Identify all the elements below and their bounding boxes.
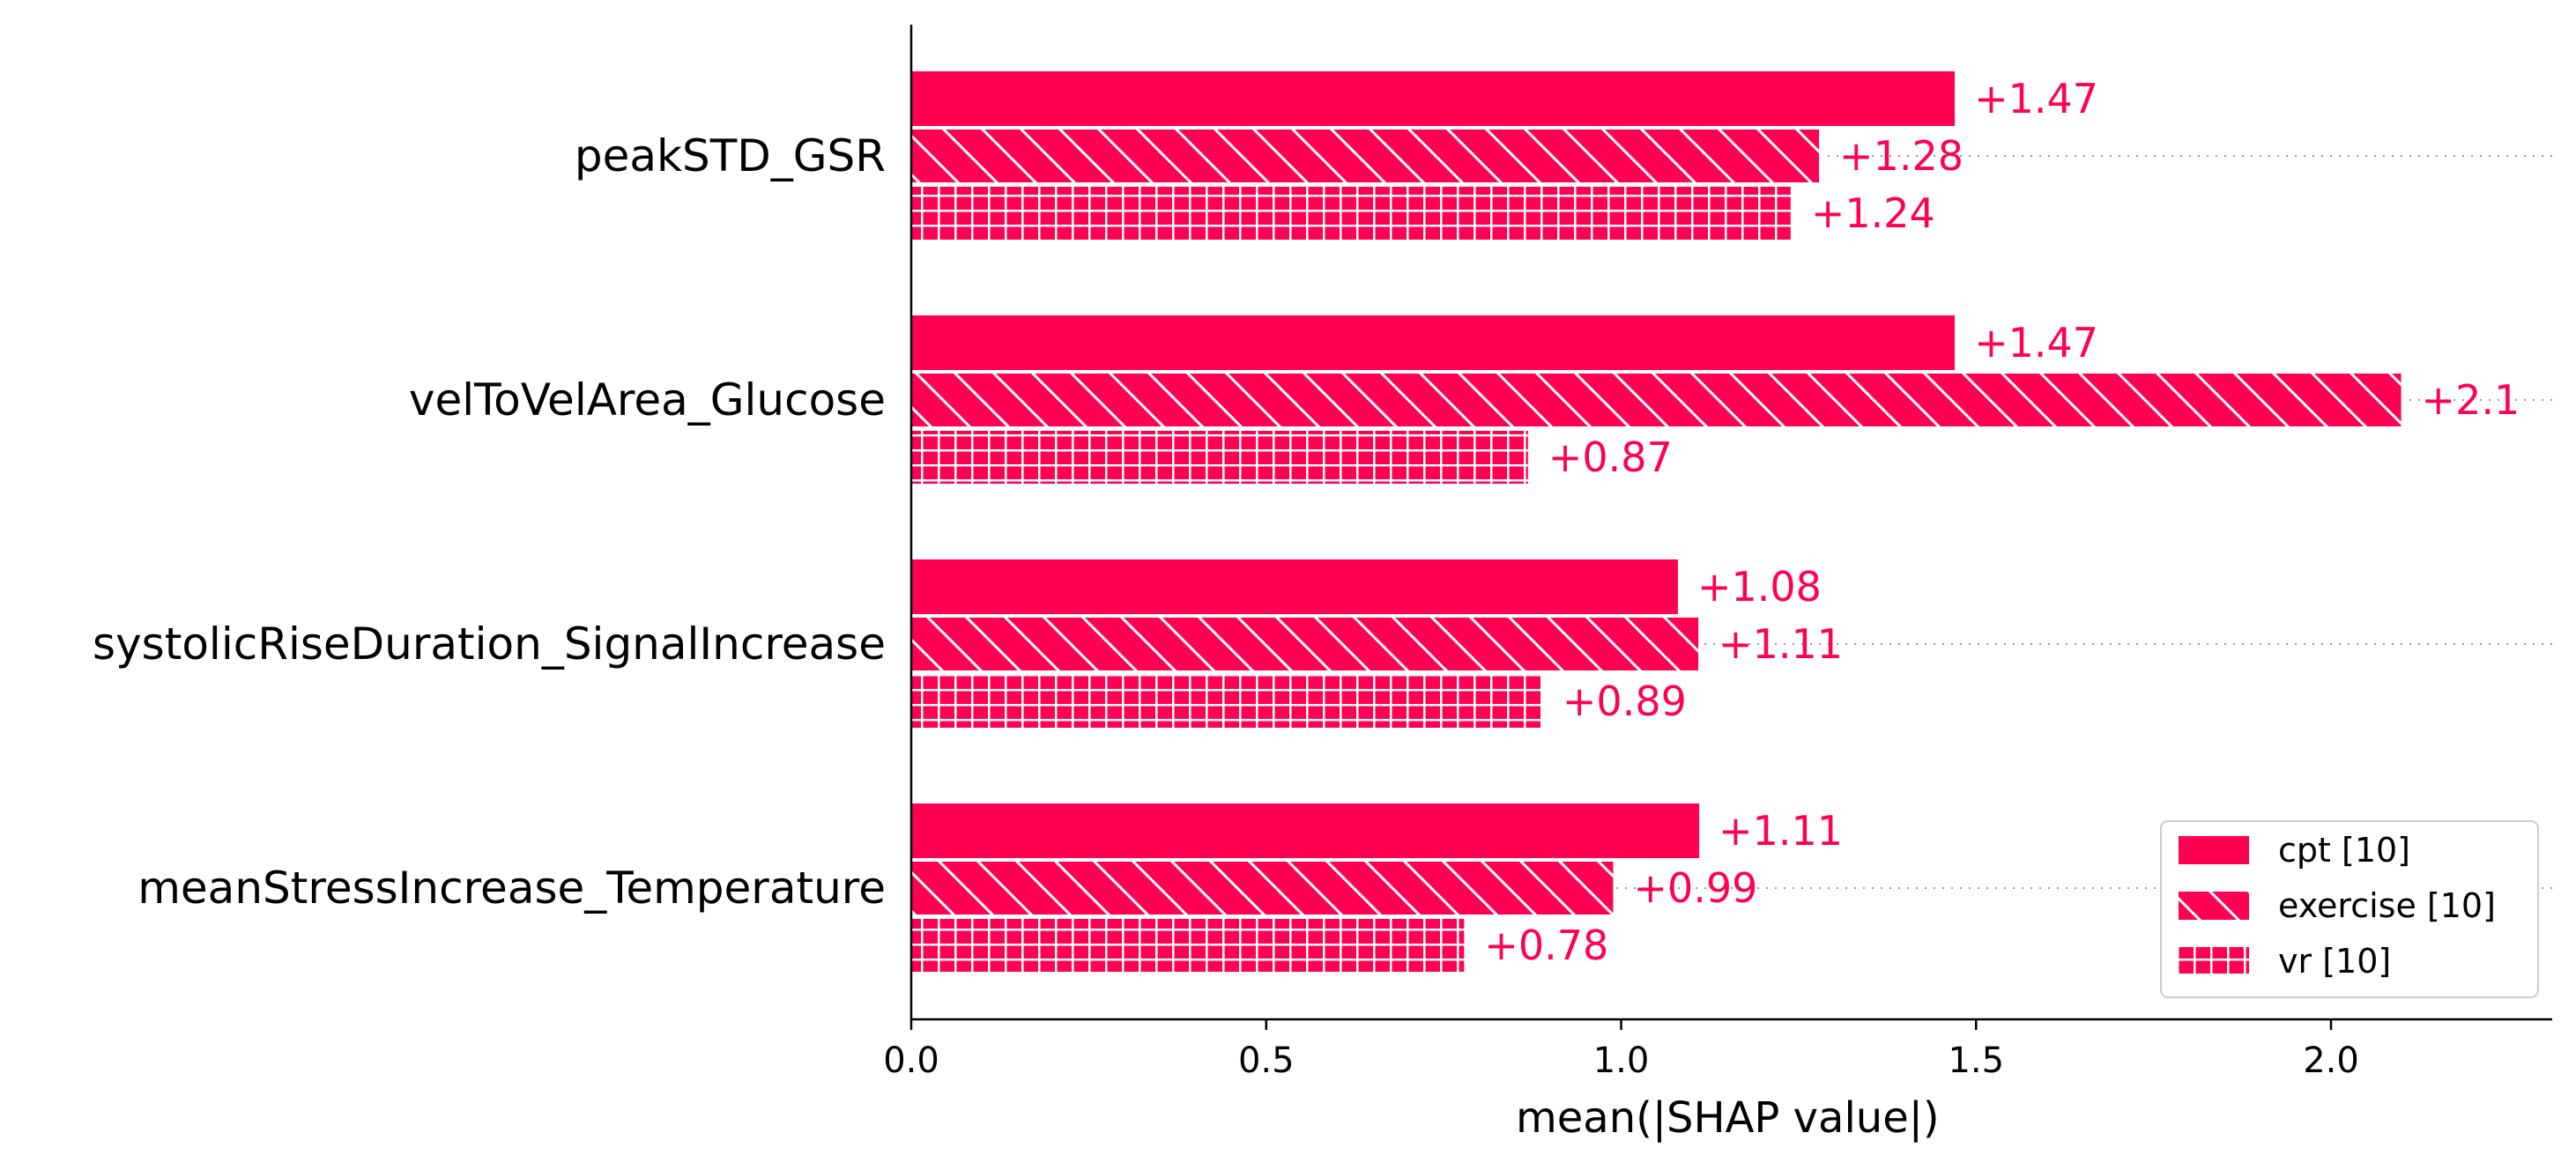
category-label-peakstd-gsr: peakSTD_GSR: [575, 130, 886, 181]
value-label-exercise-10-veltovelarea-glucose: +2.1: [2422, 376, 2520, 424]
value-label-vr-10-systolicriseduration-signalincrease: +0.89: [1563, 678, 1687, 725]
bar-vr-10-systolicriseduration-signalincrease: [910, 673, 1544, 729]
value-label-cpt-10-peakstd-gsr: +1.47: [1974, 75, 2098, 122]
legend: cpt [10] exercise [10] vr [10]: [2160, 820, 2539, 998]
bar-vr-10-veltovelarea-glucose: [910, 429, 1530, 485]
value-labels-group: +1.47+1.28+1.24+1.47+2.1+0.87+1.08+1.11+…: [1484, 75, 2520, 969]
x-tick-label: 0.5: [1238, 1040, 1295, 1081]
bar-vr-10-peakstd-gsr: [910, 185, 1793, 241]
legend-swatch-cpt-10: [2179, 836, 2249, 864]
legend-label-cpt-10: cpt [10]: [2278, 831, 2410, 870]
bar-exercise-10-peakstd-gsr: [910, 128, 1822, 184]
value-label-vr-10-peakstd-gsr: +1.24: [1811, 189, 1935, 237]
x-tick-label: 1.0: [1593, 1040, 1650, 1081]
value-label-cpt-10-veltovelarea-glucose: +1.47: [1974, 319, 2098, 367]
category-label-systolicriseduration-signalincrease: systolicRiseDuration_SignalIncrease: [93, 618, 886, 670]
category-labels-group: peakSTD_GSR velToVelArea_Glucose systolicR…: [93, 130, 886, 914]
bar-cpt-10-meanstressincrease-temperature: [911, 803, 1700, 858]
legend-swatch-vr-10: [2179, 947, 2249, 975]
bar-exercise-10-veltovelarea-glucose: [910, 372, 2403, 428]
bar-cpt-10-peakstd-gsr: [911, 71, 1956, 126]
legend-swatch-exercise-10: [2179, 892, 2249, 920]
x-tick-label: 1.5: [1948, 1040, 2004, 1081]
axes-group: [909, 25, 2552, 1021]
x-tick-label: 0.0: [883, 1040, 939, 1081]
legend-box: [2160, 820, 2539, 998]
bar-cpt-10-veltovelarea-glucose: [911, 315, 1956, 370]
value-label-vr-10-meanstressincrease-temperature: +0.78: [1484, 922, 1608, 969]
bar-exercise-10-meanstressincrease-temperature: [910, 860, 1615, 916]
x-ticks-group: 0.0 0.5 1.0 1.5 2.0: [883, 1019, 2359, 1081]
value-label-vr-10-veltovelarea-glucose: +0.87: [1548, 433, 1673, 481]
bar-vr-10-meanstressincrease-temperature: [910, 917, 1466, 974]
value-label-cpt-10-systolicriseduration-signalincrease: +1.08: [1697, 563, 1822, 611]
legend-label-vr-10: vr [10]: [2278, 942, 2391, 981]
value-label-exercise-10-systolicriseduration-signalincrease: +1.11: [1719, 620, 1843, 668]
bar-cpt-10-systolicriseduration-signalincrease: [911, 559, 1678, 614]
category-label-veltovelarea-glucose: velToVelArea_Glucose: [409, 374, 886, 426]
value-label-exercise-10-meanstressincrease-temperature: +0.99: [1633, 864, 1757, 912]
value-label-exercise-10-peakstd-gsr: +1.28: [1839, 132, 1964, 180]
row-guide-lines: [911, 155, 2552, 889]
x-axis-title: mean(|SHAP value|): [1516, 1093, 1940, 1143]
bars-group: [910, 71, 2403, 974]
x-tick-label: 2.0: [2303, 1040, 2359, 1081]
bar-exercise-10-systolicriseduration-signalincrease: [910, 616, 1701, 672]
value-label-cpt-10-meanstressincrease-temperature: +1.11: [1719, 807, 1843, 855]
legend-label-exercise-10: exercise [10]: [2278, 886, 2496, 925]
category-label-meanstressincrease-temperature: meanStressIncrease_Temperature: [137, 863, 886, 914]
